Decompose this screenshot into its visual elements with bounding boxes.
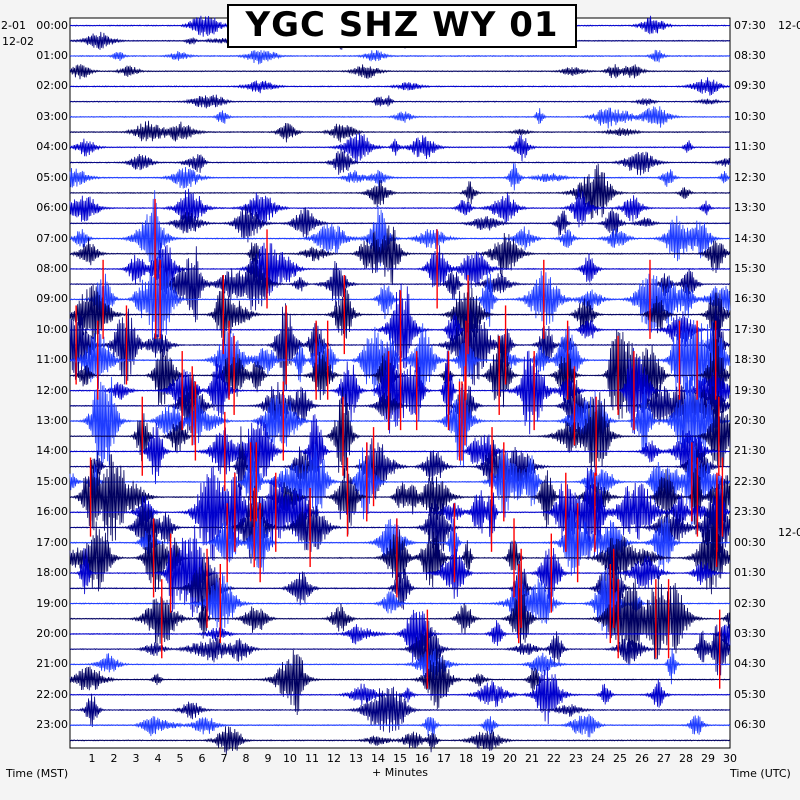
hour-label-right: 01:30 [734,566,766,580]
x-tick-label: 7 [220,752,228,765]
hour-label-left: 18:00 [36,566,68,580]
x-tick-label: 9 [264,752,272,765]
hour-label-right: 21:30 [734,444,766,458]
x-tick-label: 25 [613,752,627,765]
hour-label-left: 06:00 [36,201,68,215]
hour-label-left: 09:00 [36,292,68,306]
x-tick-label: 12 [327,752,341,765]
trace-line [69,546,731,631]
hour-label-left: 22:00 [36,687,68,701]
hour-label-right: 15:30 [734,261,766,275]
hour-label-right: 16:30 [734,292,766,306]
x-tick-label: 6 [198,752,206,765]
hour-label-right: 17:30 [734,322,766,336]
hour-label-left: 11:00 [36,353,68,367]
x-tick-label: 23 [569,752,583,765]
hour-label-left: 13:00 [36,414,68,428]
hour-label-right: 07:30 [734,18,766,32]
hour-label-left: 17:00 [36,535,68,549]
x-tick-label: 16 [415,752,429,765]
hour-label-left: 01:00 [36,49,68,63]
hour-label-left: 16:00 [36,505,68,519]
hour-label-right: 04:30 [734,657,766,671]
hour-label-right: 14:30 [734,231,766,245]
x-tick-label: 29 [701,752,715,765]
hour-label-right: 00:30 [734,535,766,549]
x-tick-label: 21 [525,752,539,765]
right-axis-label: Time (UTC) [730,767,791,780]
x-tick-label: 1 [88,752,96,765]
x-tick-label: 28 [679,752,693,765]
hour-label-left: 02:00 [36,79,68,93]
x-tick-label: 20 [503,752,517,765]
x-tick-label: 19 [481,752,495,765]
hour-label-left: 05:00 [36,170,68,184]
seismic-traces [69,15,731,755]
date-left-main: 12-02 [2,35,34,48]
x-tick-label: 24 [591,752,605,765]
hour-label-right: 09:30 [734,79,766,93]
hour-label-right: 05:30 [734,687,766,701]
hour-label-left: 19:00 [36,596,68,610]
hour-label-left: 08:00 [36,261,68,275]
hour-label-right: 20:30 [734,414,766,428]
x-tick-label: 11 [305,752,319,765]
x-axis-label: + Minutes [372,766,429,779]
hour-label-right: 11:30 [734,140,766,154]
hour-label-left: 20:00 [36,626,68,640]
hour-label-right: 22:30 [734,474,766,488]
hour-label-right: 23:30 [734,505,766,519]
hour-label-right: 08:30 [734,49,766,63]
x-tick-label: 15 [393,752,407,765]
hour-label-left: 10:00 [36,322,68,336]
hour-label-left: 03:00 [36,109,68,123]
hour-label-right: 19:30 [734,383,766,397]
hour-label-left: 15:00 [36,474,68,488]
date-right-mid: 12-03 [778,526,800,539]
x-tick-label: 3 [132,752,140,765]
hour-label-left: 04:00 [36,140,68,154]
x-tick-label: 2 [110,752,118,765]
left-axis-label: Time (MST) [6,767,69,780]
trace-line [69,521,731,595]
date-left-top: 12-01 [0,19,26,32]
x-tick-label: 13 [349,752,363,765]
x-tick-label: 30 [723,752,737,765]
hour-label-right: 13:30 [734,201,766,215]
hour-label-left: 12:00 [36,383,68,397]
x-tick-label: 8 [242,752,250,765]
x-tick-label: 10 [283,752,297,765]
x-tick-label: 26 [635,752,649,765]
x-tick-label: 18 [459,752,473,765]
hour-label-right: 18:30 [734,353,766,367]
chart-title: YGC SHZ WY 01 [227,4,577,48]
hour-label-right: 02:30 [734,596,766,610]
x-tick-label: 27 [657,752,671,765]
x-tick-label: 14 [371,752,385,765]
hour-label-left: 23:00 [36,718,68,732]
hour-label-left: 14:00 [36,444,68,458]
hour-label-right: 10:30 [734,109,766,123]
hour-label-left: 21:00 [36,657,68,671]
clipped-peaks [75,198,724,689]
hour-label-right: 06:30 [734,718,766,732]
x-tick-label: 4 [154,752,162,765]
x-tick-label: 22 [547,752,561,765]
hour-label-left: 07:00 [36,231,68,245]
x-tick-label: 17 [437,752,451,765]
hour-label-left: 00:00 [36,18,68,32]
hour-label-right: 03:30 [734,626,766,640]
date-right-top: 12-02 [778,19,800,32]
x-tick-label: 5 [176,752,184,765]
hour-label-right: 12:30 [734,170,766,184]
